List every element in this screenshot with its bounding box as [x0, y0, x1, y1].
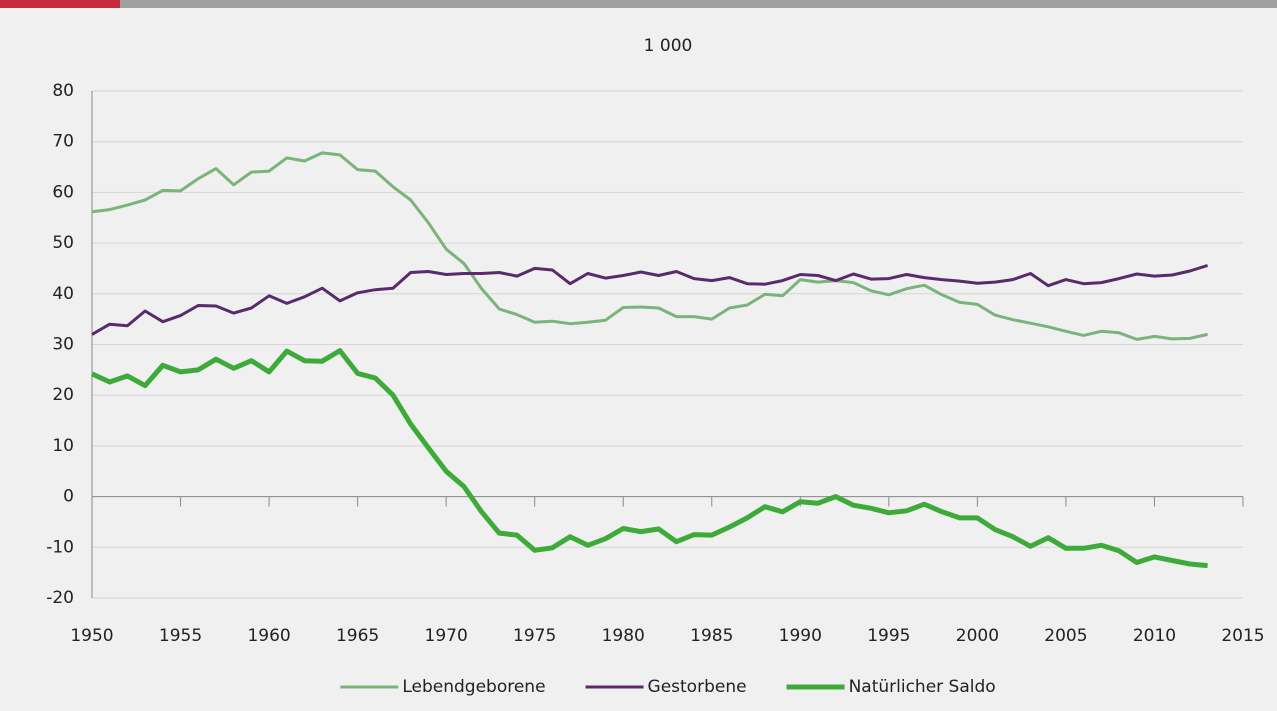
header-accent	[0, 0, 120, 8]
x-tick-label: 2010	[1133, 626, 1176, 646]
x-tick-label: 2000	[956, 626, 999, 646]
x-tick-label: 2005	[1044, 626, 1087, 646]
y-tick-label: 10	[52, 436, 74, 456]
x-tick-label: 1960	[247, 626, 290, 646]
x-tick-label: 1970	[425, 626, 468, 646]
y-tick-label: 60	[52, 182, 74, 202]
series-line	[90, 348, 1208, 569]
x-tick-label: 1980	[602, 626, 645, 646]
x-tick-label: 1985	[690, 626, 733, 646]
y-tick-label: -10	[46, 537, 74, 557]
x-tick-label: 1990	[779, 626, 822, 646]
x-tick-label: 1995	[867, 626, 910, 646]
chart-title: 1 000	[644, 36, 693, 56]
x-tick-label: 2015	[1221, 626, 1264, 646]
y-tick-label: 50	[52, 233, 74, 253]
series-line	[91, 263, 1209, 336]
x-tick-label: 1950	[70, 626, 113, 646]
legend-label: Lebendgeborene	[402, 677, 545, 697]
legend-label: Natürlicher Saldo	[849, 677, 996, 697]
y-tick-label: 30	[52, 335, 74, 355]
y-tick-label: 40	[52, 284, 74, 304]
legend-label: Gestorbene	[648, 677, 747, 697]
y-tick-label: -20	[46, 588, 74, 608]
y-tick-label: 80	[52, 81, 74, 101]
x-tick-label: 1955	[159, 626, 202, 646]
header-bar	[120, 0, 1277, 8]
y-tick-label: 0	[63, 487, 74, 507]
x-tick-label: 1975	[513, 626, 556, 646]
series-line	[91, 151, 1208, 341]
x-tick-label: 1965	[336, 626, 379, 646]
y-tick-label: 20	[52, 385, 74, 405]
y-tick-label: 70	[52, 132, 74, 152]
